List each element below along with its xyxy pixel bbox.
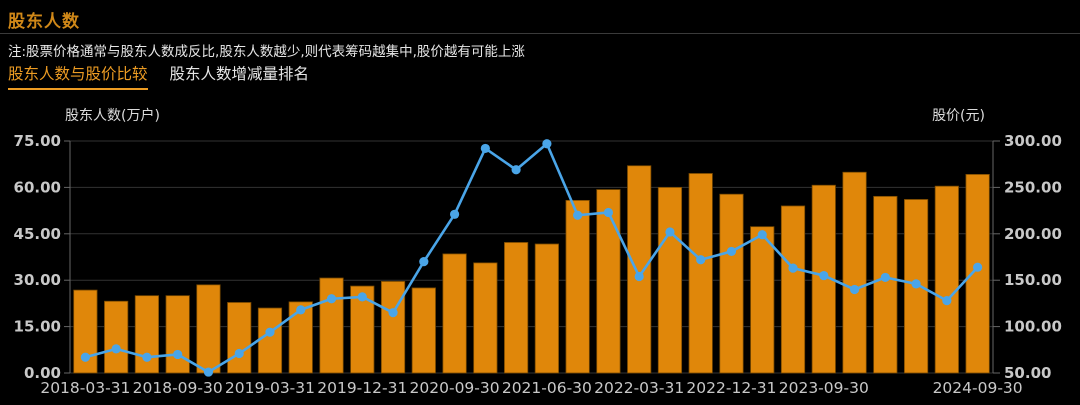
left-axis-tick-label: 30.00	[14, 271, 61, 289]
chart-bar[interactable]	[688, 173, 713, 374]
price-point[interactable]	[419, 257, 429, 267]
chart-bar[interactable]	[627, 165, 652, 374]
chart-bar[interactable]	[504, 242, 529, 374]
chart-bar[interactable]	[934, 185, 959, 374]
price-point[interactable]	[819, 270, 829, 281]
right-axis-tick-label: 100.00	[1004, 318, 1062, 336]
price-point[interactable]	[449, 209, 460, 219]
price-point[interactable]	[480, 143, 490, 154]
left-axis-tick-label: 60.00	[14, 178, 61, 196]
chart-bar[interactable]	[596, 189, 621, 374]
price-point[interactable]	[142, 352, 152, 362]
page-title: 股东人数	[8, 12, 80, 32]
right-axis-tick-label: 250.00	[1004, 178, 1062, 196]
chart-bar[interactable]	[842, 171, 867, 374]
price-point[interactable]	[696, 255, 706, 265]
x-axis-tick-label: 2020-09-30	[410, 379, 500, 397]
price-point[interactable]	[80, 352, 90, 362]
price-point[interactable]	[357, 292, 367, 302]
price-point[interactable]	[542, 139, 552, 149]
price-point[interactable]	[265, 327, 275, 337]
chart-bar[interactable]	[442, 253, 467, 374]
chart-bar[interactable]	[965, 174, 990, 374]
price-point[interactable]	[111, 344, 121, 354]
right-axis-tick-label: 200.00	[1004, 225, 1062, 243]
price-point[interactable]	[634, 271, 644, 282]
right-axis-title: 股价(元)	[932, 108, 985, 124]
chart-bar[interactable]	[780, 205, 806, 374]
left-axis-tick-label: 0.00	[24, 364, 61, 382]
price-point[interactable]	[573, 210, 583, 220]
price-point[interactable]	[788, 263, 798, 273]
price-point[interactable]	[942, 296, 952, 306]
chart-bar[interactable]	[657, 186, 683, 374]
note-text: 注:股票价格通常与股东人数成反比,股东人数越少,则代表筹码越集中,股价越有可能上…	[8, 44, 525, 60]
x-axis-tick-label: 2018-09-30	[133, 379, 223, 397]
price-point[interactable]	[511, 165, 521, 175]
chart-bar[interactable]	[565, 199, 590, 374]
chart-bar[interactable]	[350, 285, 375, 374]
right-axis-tick-label: 50.00	[1004, 364, 1051, 382]
chart-bar[interactable]	[196, 284, 221, 374]
price-point[interactable]	[726, 246, 737, 257]
chart-bar[interactable]	[411, 287, 436, 374]
chart-bar[interactable]	[257, 307, 283, 374]
price-point[interactable]	[173, 349, 183, 360]
title-divider	[0, 33, 1080, 34]
price-point[interactable]	[203, 367, 214, 377]
chart-bar[interactable]	[134, 295, 160, 374]
chart-bar[interactable]	[227, 302, 252, 374]
left-axis-tick-label: 15.00	[14, 318, 61, 336]
price-point[interactable]	[603, 207, 614, 218]
price-point[interactable]	[880, 272, 890, 283]
right-axis-tick-label: 300.00	[1004, 132, 1062, 150]
price-point[interactable]	[911, 279, 921, 289]
tab-shareholders-vs-price[interactable]: 股东人数与股价比较	[8, 62, 148, 90]
x-axis-tick-label: 2022-03-31	[594, 379, 684, 397]
left-axis-title: 股东人数(万户)	[65, 108, 160, 124]
left-axis-tick-label: 45.00	[14, 225, 61, 243]
tab-bar: 股东人数与股价比较 股东人数增减量排名	[8, 62, 309, 90]
chart-bar[interactable]	[873, 195, 898, 374]
chart-bar[interactable]	[750, 226, 775, 374]
right-axis-tick-label: 150.00	[1004, 271, 1062, 289]
chart-bar[interactable]	[165, 295, 190, 374]
price-point[interactable]	[326, 294, 337, 304]
x-axis-tick-label: 2022-12-31	[686, 379, 776, 397]
x-axis-tick-label: 2018-03-31	[40, 379, 130, 397]
x-axis-tick-label: 2019-03-31	[225, 379, 315, 397]
price-point[interactable]	[234, 348, 244, 359]
price-point[interactable]	[757, 230, 767, 240]
chart-bar[interactable]	[73, 289, 98, 374]
chart-bar[interactable]	[288, 301, 313, 374]
price-point[interactable]	[296, 305, 306, 315]
x-axis-tick-label: 2024-09-30	[933, 379, 1023, 397]
left-axis-tick-label: 75.00	[14, 132, 61, 150]
price-point[interactable]	[849, 284, 860, 295]
chart-bar[interactable]	[380, 281, 406, 374]
price-line	[84, 142, 979, 374]
chart-bar[interactable]	[473, 262, 498, 374]
chart-bar[interactable]	[719, 193, 744, 374]
price-point[interactable]	[388, 308, 398, 318]
x-axis-tick-label: 2023-09-30	[779, 379, 869, 397]
price-point[interactable]	[973, 262, 983, 272]
x-axis-tick-label: 2019-12-31	[317, 379, 407, 397]
price-point[interactable]	[665, 227, 675, 237]
chart-bar[interactable]	[534, 243, 559, 374]
tab-shareholder-change-ranking[interactable]: 股东人数增减量排名	[169, 65, 310, 83]
chart-bar[interactable]	[104, 300, 129, 374]
chart-bar[interactable]	[319, 277, 344, 374]
x-axis-tick-label: 2021-06-30	[502, 379, 592, 397]
